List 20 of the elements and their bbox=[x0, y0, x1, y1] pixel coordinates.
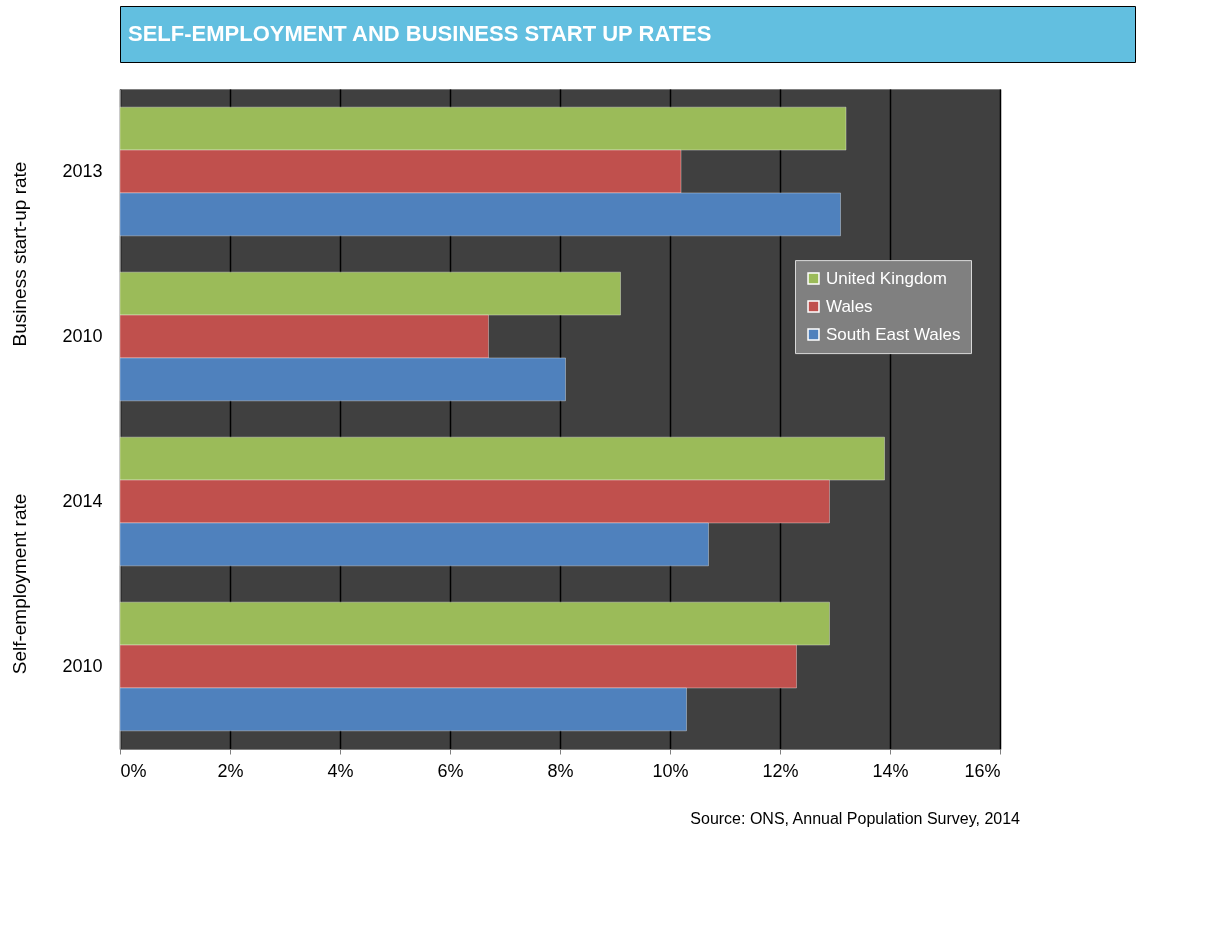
x-tick-label: 10% bbox=[652, 760, 689, 781]
x-tick-label: 2% bbox=[217, 760, 244, 781]
legend-label: United Kingdom bbox=[826, 268, 947, 288]
text: Business start-up rate bbox=[9, 161, 30, 347]
y-tick-label: 2010 bbox=[62, 655, 103, 676]
x-tick-label: 0% bbox=[120, 760, 147, 781]
y-tick-label: 2010 bbox=[62, 325, 103, 346]
x-tick-label: 16% bbox=[964, 760, 1001, 781]
legend-label: South East Wales bbox=[826, 324, 961, 344]
y-tick-label: 2014 bbox=[62, 490, 103, 511]
x-tick-label: 4% bbox=[327, 760, 354, 781]
x-tick-label: 14% bbox=[872, 760, 909, 781]
x-tick-label: 12% bbox=[762, 760, 799, 781]
y-tick-label: 2013 bbox=[62, 160, 103, 181]
text: Self-employment rate bbox=[9, 493, 30, 675]
x-tick-label: 8% bbox=[547, 760, 574, 781]
legend-label: Wales bbox=[826, 296, 873, 316]
x-tick-label: 6% bbox=[437, 760, 464, 781]
chart-title: SELF-EMPLOYMENT AND BUSINESS START UP RATES bbox=[128, 21, 712, 46]
source-note: Source: ONS, Annual Population Survey, 2014 bbox=[690, 810, 1021, 827]
